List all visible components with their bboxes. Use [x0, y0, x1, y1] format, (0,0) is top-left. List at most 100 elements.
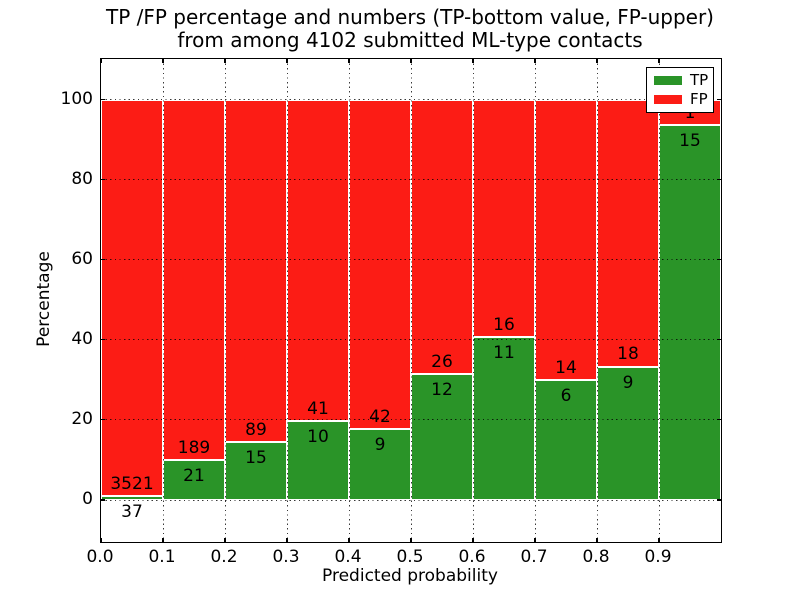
legend-item-tp: TP: [647, 73, 713, 88]
x-tick-mark-top: [596, 59, 598, 63]
y-tick-label: 100: [60, 88, 93, 109]
bar-tp-segment: [659, 124, 721, 500]
x-tick-mark: [534, 538, 536, 542]
x-tick-mark: [286, 538, 288, 542]
y-tick-mark: [101, 339, 105, 341]
bar-tp-segment: [349, 429, 411, 500]
fp-count-label: 14: [555, 357, 577, 378]
x-tick-mark: [224, 538, 226, 542]
y-tick-mark: [101, 259, 105, 261]
x-tick-label: 0.2: [210, 547, 238, 567]
x-tick-label: 0.7: [520, 547, 548, 567]
fp-count-label: 3521: [110, 473, 154, 494]
chart-title-line1: TP /FP percentage and numbers (TP-bottom…: [106, 5, 714, 29]
x-tick-label: 0.1: [148, 547, 176, 567]
legend-label-fp: FP: [690, 90, 708, 108]
chart-title: TP /FP percentage and numbers (TP-bottom…: [100, 6, 720, 52]
x-tick-mark: [658, 538, 660, 542]
y-tick-mark-right: [717, 339, 721, 341]
fp-count-label: 26: [431, 351, 453, 372]
vertical-gridline: [596, 59, 598, 542]
x-tick-mark-top: [658, 59, 660, 63]
x-tick-mark: [472, 538, 474, 542]
tp-count-label: 21: [183, 465, 205, 486]
vertical-gridline: [534, 59, 536, 542]
bar-fp-segment: [411, 99, 473, 374]
x-tick-mark-top: [534, 59, 536, 63]
fp-count-label: 41: [307, 399, 329, 420]
vertical-gridline: [658, 59, 660, 542]
x-tick-mark: [162, 538, 164, 542]
tp-count-label: 6: [560, 385, 572, 406]
fp-swatch: [654, 95, 682, 104]
tp-swatch: [654, 76, 682, 85]
chart-title-line2: from among 4102 submitted ML-type contac…: [177, 28, 643, 52]
x-tick-mark: [410, 538, 412, 542]
vertical-gridline: [224, 59, 226, 542]
legend-item-fp: FP: [647, 92, 713, 107]
bar-tp-segment: [473, 336, 535, 500]
x-tick-mark-top: [162, 59, 164, 63]
y-tick-mark: [101, 499, 105, 501]
horizontal-gridline: [101, 499, 721, 501]
y-tick-label: 80: [71, 168, 93, 189]
vertical-gridline: [472, 59, 474, 542]
x-tick-label: 0.9: [644, 547, 672, 567]
bar-tp-segment: [411, 373, 473, 500]
y-tick-label: 20: [71, 408, 93, 429]
fp-count-label: 89: [245, 420, 267, 441]
fp-count-label: 189: [177, 437, 211, 458]
x-tick-label: 0.0: [86, 547, 114, 567]
fp-count-label: 42: [369, 407, 391, 428]
bar-fp-segment: [225, 99, 287, 443]
horizontal-gridline: [101, 339, 721, 341]
x-tick-mark-top: [224, 59, 226, 63]
x-tick-mark: [348, 538, 350, 542]
x-tick-mark-top: [410, 59, 412, 63]
vertical-gridline: [286, 59, 288, 542]
fp-count-label: 18: [617, 344, 639, 365]
tp-count-label: 9: [374, 435, 386, 456]
x-tick-mark: [596, 538, 598, 542]
y-tick-mark-right: [717, 499, 721, 501]
y-tick-mark-right: [717, 98, 721, 101]
bar-fp-segment: [535, 99, 597, 380]
horizontal-gridline: [101, 179, 721, 181]
x-tick-label: 0.3: [272, 547, 300, 567]
y-tick-mark-right: [717, 179, 721, 181]
plot-area: 352137189218915411042926121611146189115: [100, 58, 722, 543]
tp-count-label: 10: [307, 427, 329, 448]
tp-count-label: 12: [431, 379, 453, 400]
x-tick-mark-top: [100, 59, 102, 63]
x-tick-label: 0.5: [396, 547, 424, 567]
y-tick-label: 60: [71, 248, 93, 269]
x-tick-mark-top: [286, 59, 288, 63]
tp-count-label: 15: [245, 448, 267, 469]
x-tick-label: 0.8: [582, 547, 610, 567]
x-tick-mark-top: [472, 59, 474, 63]
y-tick-mark-right: [717, 419, 721, 421]
grid-layer: [101, 59, 721, 542]
horizontal-gridline: [101, 259, 721, 261]
bar-fp-segment: [349, 99, 411, 430]
horizontal-gridline: [101, 419, 721, 421]
bar-tp-segment: [535, 379, 597, 500]
x-tick-label: 0.4: [334, 547, 362, 567]
x-axis-label: Predicted probability: [322, 566, 498, 586]
annotations-layer: 352137189218915411042926121611146189115: [101, 59, 721, 542]
legend: TP FP: [646, 67, 714, 113]
y-tick-mark: [101, 98, 105, 101]
y-tick-mark: [101, 419, 105, 421]
x-tick-mark-top: [348, 59, 350, 63]
y-tick-mark: [101, 179, 105, 181]
y-tick-mark-right: [717, 259, 721, 261]
x-tick-label: 0.6: [458, 547, 486, 567]
bar-fp-segment: [287, 99, 349, 422]
bar-tp-segment: [287, 421, 349, 500]
fp-count-label: 16: [493, 314, 515, 335]
vertical-gridline: [162, 59, 164, 542]
vertical-gridline: [410, 59, 412, 542]
x-tick-mark: [100, 538, 102, 542]
tp-count-label: 15: [679, 130, 701, 151]
